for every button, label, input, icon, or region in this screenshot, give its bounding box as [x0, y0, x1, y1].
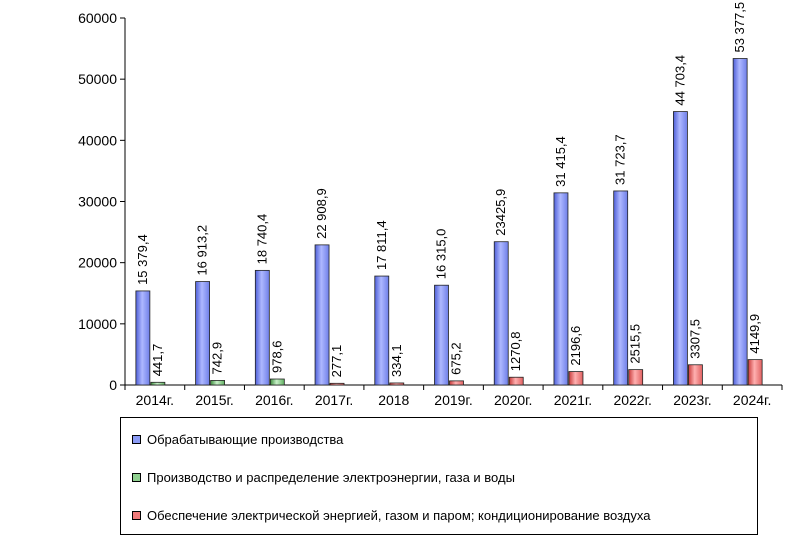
data-label-series-2: 4149,9 [747, 314, 762, 354]
data-label-series-0: 18 740,4 [254, 214, 269, 265]
data-label-series-1: 742,9 [210, 342, 225, 375]
data-label-series-2: 1270,8 [508, 331, 523, 371]
bar-series-0 [673, 111, 688, 386]
data-label-series-2: 277,1 [329, 345, 344, 378]
bar-series-0 [135, 290, 151, 386]
legend-label-1: Производство и распределение электроэнер… [147, 469, 515, 485]
x-tick-label: 2017г. [315, 392, 353, 408]
y-tick-label: 10000 [78, 316, 117, 332]
bar-series-1 [150, 381, 166, 386]
bar-series-0 [314, 244, 330, 386]
bar-series-0 [732, 58, 748, 386]
bar-series-2 [449, 380, 464, 386]
bar-series-0 [254, 269, 270, 386]
axes: 0 10000 20000 30000 40000 50000 60000 2014г. 201… [78, 10, 783, 408]
bar-series-0 [613, 190, 629, 386]
data-labels: 15 379,4 16 913,2 18 740,4 22 908,9 17 811,4… [135, 2, 762, 377]
data-label-series-0: 17 811,4 [374, 220, 389, 270]
bar-series-2 [508, 376, 524, 386]
data-label-series-0: 44 703,4 [672, 55, 687, 106]
bar-series-2 [568, 371, 584, 386]
legend-item-2: Обеспечение электрической энергией, газо… [132, 507, 650, 523]
legend-label-2: Обеспечение электрической энергией, газо… [147, 507, 651, 523]
bar-series-1 [269, 378, 285, 386]
data-label-series-2: 2196,6 [568, 326, 583, 366]
y-tick-label: 40000 [78, 132, 117, 148]
bar-series-0 [553, 192, 569, 386]
data-label-series-0: 23425,9 [493, 189, 508, 236]
bar-series-2 [747, 359, 763, 386]
data-label-series-2: 2515,5 [628, 324, 643, 364]
bar-series-0 [434, 284, 449, 386]
data-label-series-0: 22 908,9 [314, 188, 329, 239]
x-tick-label: 2021г. [554, 392, 592, 408]
x-tick-label: 2023г. [673, 392, 711, 408]
y-tick-label: 20000 [78, 255, 117, 271]
y-tick-label: 30000 [78, 194, 117, 210]
data-label-series-0: 31 723,7 [613, 134, 628, 185]
legend-swatch-1 [132, 472, 141, 482]
y-tick-label: 0 [109, 377, 117, 393]
data-label-series-1: 978,6 [269, 340, 284, 373]
legend: Обрабатывающие производства Производство… [120, 417, 758, 535]
bar-series-2 [329, 382, 345, 386]
data-label-series-0: 15 379,4 [135, 234, 150, 285]
bars [135, 58, 763, 386]
bar-series-2 [628, 369, 644, 386]
legend-label-0: Обрабатывающие производства [147, 431, 344, 447]
legend-swatch-2 [132, 510, 141, 520]
legend-item-1: Производство и распределение электроэнер… [132, 469, 515, 485]
x-tick-label: 2022г. [613, 392, 651, 408]
x-tick-label: 2016г. [255, 392, 293, 408]
bar-series-1 [210, 380, 225, 386]
bar-series-2 [389, 382, 405, 386]
data-label-series-2: 3307,5 [687, 319, 702, 359]
x-tick-label: 2024г. [733, 392, 771, 408]
x-tick-label: 2015г. [195, 392, 233, 408]
data-label-series-2: 334,1 [389, 344, 404, 377]
data-label-series-2: 675,2 [449, 342, 464, 375]
legend-item-0: Обрабатывающие производства [132, 431, 343, 447]
bar-series-0 [195, 281, 210, 386]
bar-series-0 [493, 241, 509, 386]
data-label-series-0: 53 377,5 [732, 2, 747, 53]
data-label-series-0: 16 913,2 [195, 225, 210, 276]
x-tick-label: 2020г. [494, 392, 532, 408]
y-tick-label: 50000 [78, 71, 117, 87]
data-label-series-0: 31 415,4 [553, 136, 568, 187]
x-tick-label: 2019г. [434, 392, 472, 408]
bar-series-2 [688, 364, 703, 386]
bar-chart: 0 10000 20000 30000 40000 50000 60000 2014г. 201… [78, 2, 783, 408]
data-label-series-0: 16 315,0 [434, 229, 449, 280]
data-label-series-1: 441,7 [150, 344, 165, 377]
bar-series-0 [374, 275, 390, 386]
legend-swatch-0 [132, 434, 141, 444]
x-tick-label: 2018 [378, 392, 409, 408]
y-tick-label: 60000 [78, 10, 117, 26]
x-tick-label: 2014г. [136, 392, 174, 408]
